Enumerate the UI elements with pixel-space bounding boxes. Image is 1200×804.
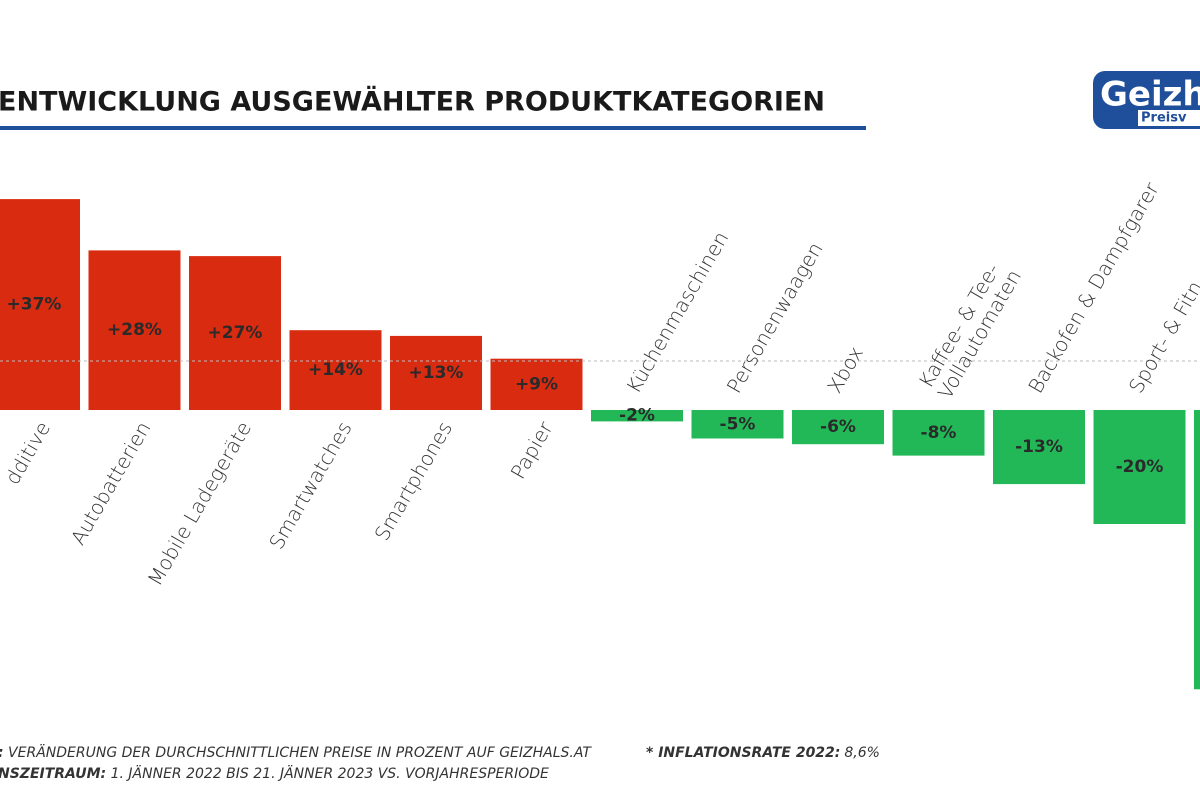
bar	[591, 410, 683, 422]
value-label: +13%	[409, 363, 464, 383]
bar	[0, 199, 80, 410]
category-label: Personenwaagen	[722, 238, 828, 397]
footnote-inflation: * INFLATIONSRATE 2022: 8,6%	[646, 745, 880, 761]
footnote-label: NSZEITRAUM:	[0, 766, 106, 782]
title-underline	[0, 126, 866, 130]
category-label: Smartwatches	[264, 417, 356, 553]
value-label: +9%	[515, 374, 558, 394]
category-label: Küchenmaschinen	[621, 227, 733, 397]
footnote-label: :	[0, 745, 4, 761]
category-label: Mobile Ladegeräte	[143, 417, 256, 589]
category-label: Smartphones	[370, 417, 458, 545]
value-label: -2%	[619, 406, 655, 426]
bar	[993, 410, 1085, 485]
bar	[88, 250, 181, 410]
value-label: -20%	[1116, 457, 1164, 477]
value-label: -5%	[720, 414, 756, 434]
value-label: -6%	[820, 417, 856, 437]
bar	[892, 410, 985, 456]
footnote-text: 1. JÄNNER 2022 BIS 21. JÄNNER 2023 VS. V…	[106, 764, 549, 782]
category-label: Sport- & Fitn	[1124, 277, 1200, 398]
value-label: -8%	[921, 423, 957, 443]
bar	[1194, 410, 1200, 690]
bar	[189, 256, 281, 410]
logo-strip	[1138, 110, 1200, 126]
footnote-source: : VERÄNDERUNG DER DURCHSCHNITTLICHEN PRE…	[0, 743, 592, 761]
footnote-period: NSZEITRAUM: 1. JÄNNER 2022 BIS 21. JÄNNE…	[0, 764, 549, 782]
category-label: Autobatterien	[66, 417, 156, 549]
bar	[792, 410, 884, 445]
bar	[1093, 410, 1186, 524]
category-label: Xbox	[822, 342, 868, 397]
value-label: +37%	[7, 295, 62, 315]
bar	[490, 358, 583, 410]
category-label: Kaffee- & Tee-Vollautomaten	[913, 254, 1025, 403]
footnote-text: VERÄNDERUNG DER DURCHSCHNITTLICHEN PREIS…	[4, 743, 593, 761]
category-label: Papier	[506, 417, 558, 484]
value-label: +28%	[107, 320, 162, 340]
footnote-label: * INFLATIONSRATE 2022:	[646, 745, 840, 761]
value-label: +27%	[208, 323, 263, 343]
category-label: dditive	[0, 417, 55, 488]
bar	[691, 410, 784, 439]
logo-text: Geizh	[1100, 75, 1200, 115]
bar	[289, 330, 382, 410]
logo-subtext: Preisv	[1141, 111, 1187, 126]
bar	[390, 335, 482, 410]
value-label: +14%	[308, 360, 363, 380]
value-label: -13%	[1015, 437, 1063, 457]
footnote-value: 8,6%	[844, 745, 880, 761]
chart-title: ENTWICKLUNG AUSGEWÄHLTER PRODUKTKATEGORI…	[0, 86, 825, 118]
